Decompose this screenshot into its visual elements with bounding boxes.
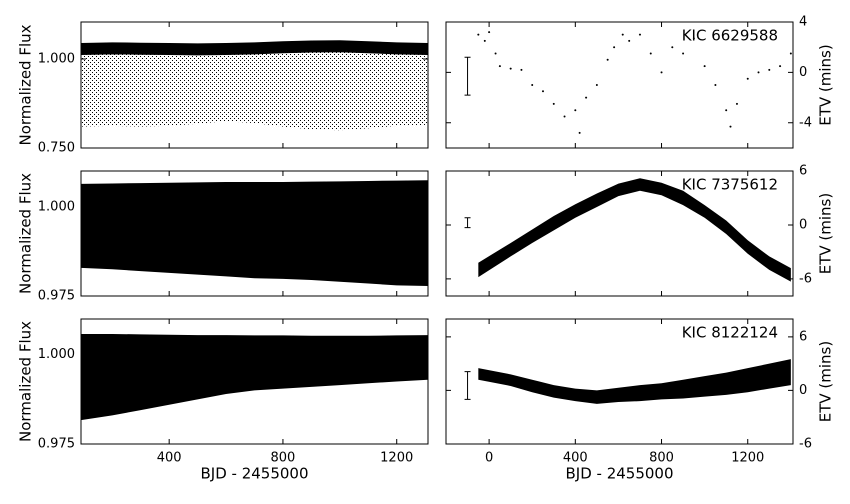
etv-point xyxy=(621,33,624,36)
x-tick-label: 800 xyxy=(649,451,674,466)
x-tick-label: 1200 xyxy=(380,451,413,466)
flux-band xyxy=(81,334,428,421)
y-tick-label: 1.000 xyxy=(38,347,75,362)
plot-frame xyxy=(445,318,794,445)
flux-band xyxy=(478,178,791,282)
y-tick-label: 0 xyxy=(799,217,807,232)
etv-point xyxy=(613,46,616,49)
flux-band xyxy=(81,180,428,287)
etv-point xyxy=(520,68,523,71)
etv-point xyxy=(768,68,771,71)
etv-point xyxy=(563,115,566,118)
etv-point xyxy=(488,31,491,34)
etv-point xyxy=(531,84,534,86)
etv-point xyxy=(671,46,674,49)
etv-point xyxy=(660,71,663,74)
etv-point xyxy=(494,52,497,55)
error-bar xyxy=(464,56,471,96)
etv-point xyxy=(628,39,631,42)
etv-point xyxy=(498,65,501,68)
etv-point xyxy=(483,39,486,42)
etv-point xyxy=(757,71,760,74)
x-axis-label: BJD - 2455000 xyxy=(200,465,308,483)
y-tick-label: 0.975 xyxy=(38,289,75,304)
y-tick-label: 1.000 xyxy=(38,199,75,214)
y-axis-label: ETV (mins) xyxy=(817,44,835,125)
plot-frame xyxy=(80,21,429,149)
x-tick-label: 0 xyxy=(485,451,493,466)
etv-point xyxy=(735,102,738,105)
etv-point xyxy=(606,58,609,61)
plot-frame xyxy=(445,21,794,149)
x-tick-label: 1200 xyxy=(731,451,764,466)
y-tick-label: 4 xyxy=(799,15,807,30)
flux-upper-edge xyxy=(81,40,428,56)
etv-point xyxy=(692,37,695,40)
target-label: KIC 6629588 xyxy=(682,27,778,45)
etv-point xyxy=(703,65,706,68)
etv-point xyxy=(638,33,641,36)
y-tick-label: 0.750 xyxy=(38,141,75,156)
y-axis-label: Normalized Flux xyxy=(17,321,35,442)
error-bar xyxy=(464,217,471,229)
etv-point xyxy=(585,96,588,99)
plot-frame xyxy=(80,318,429,445)
y-axis-label: Normalized Flux xyxy=(17,173,35,294)
target-label: KIC 8122124 xyxy=(682,324,778,342)
etv-point xyxy=(509,67,512,70)
etv-point xyxy=(789,52,792,55)
y-tick-label: 6 xyxy=(799,329,807,344)
etv-point xyxy=(477,33,480,36)
y-tick-label: 0 xyxy=(799,65,807,80)
y-axis-label: Normalized Flux xyxy=(17,24,35,145)
flux-band xyxy=(478,359,791,404)
y-tick-label: -6 xyxy=(799,437,812,452)
y-tick-label: 6 xyxy=(799,164,807,179)
y-axis-label: ETV (mins) xyxy=(817,193,835,274)
y-tick-label: 0 xyxy=(799,383,807,398)
target-label: KIC 7375612 xyxy=(682,176,778,194)
etv-point xyxy=(552,102,555,105)
etv-point xyxy=(595,84,598,86)
error-bar xyxy=(464,371,471,400)
y-tick-label: -6 xyxy=(799,271,812,286)
etv-point xyxy=(541,90,544,93)
etv-point xyxy=(578,131,581,134)
plot-frame xyxy=(445,170,794,297)
y-axis-label: ETV (mins) xyxy=(817,341,835,422)
etv-point xyxy=(725,109,728,112)
plot-frame xyxy=(80,170,429,297)
x-tick-label: 800 xyxy=(271,451,296,466)
etv-point xyxy=(746,77,749,80)
etv-point xyxy=(779,65,782,68)
x-tick-label: 400 xyxy=(157,451,182,466)
etv-point xyxy=(682,52,685,55)
etv-point xyxy=(729,125,732,128)
etv-point xyxy=(714,84,717,86)
y-tick-label: 0.975 xyxy=(38,437,75,452)
flux-band xyxy=(81,46,428,131)
etv-point xyxy=(649,52,652,55)
etv-point xyxy=(574,109,577,112)
y-tick-label: -4 xyxy=(799,115,812,130)
x-axis-label: BJD - 2455000 xyxy=(565,465,673,483)
y-tick-label: 1.000 xyxy=(38,52,75,67)
x-tick-label: 400 xyxy=(563,451,588,466)
